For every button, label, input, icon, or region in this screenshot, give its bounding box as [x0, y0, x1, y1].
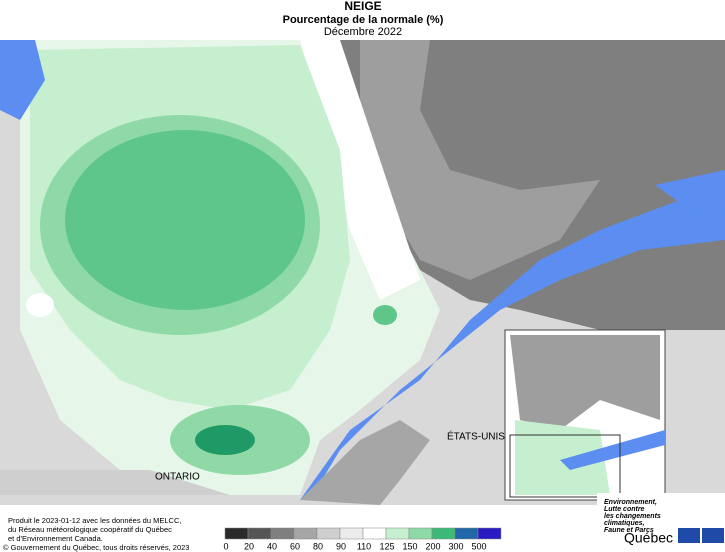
credit: Produit le 2023-01-12 avec les données d… [8, 516, 181, 525]
legend-label: 125 [379, 541, 394, 551]
credit: © Gouvernement du Québec, tous droits ré… [3, 543, 189, 552]
legend-label: 500 [471, 541, 486, 551]
legend-swatch [431, 527, 456, 540]
logo-name: Québec [624, 530, 673, 546]
legend-swatch [316, 527, 341, 540]
legend-label: 60 [290, 541, 300, 551]
green-region [195, 425, 255, 455]
water [655, 170, 725, 215]
white-region [300, 40, 420, 300]
logo-line: climatiques, [604, 520, 645, 527]
place-label: ONTARIO [155, 472, 200, 483]
green-region [65, 130, 305, 310]
white-region [26, 293, 54, 317]
legend-swatch [454, 527, 479, 540]
credit: du Réseau météorologique coopératif du Q… [8, 525, 172, 534]
place-label: ÉTATS-UNIS [447, 430, 505, 443]
legend-label: 90 [336, 541, 346, 551]
gray-region [300, 420, 430, 505]
title: NEIGE [344, 0, 381, 13]
credit: et d'Environnement Canada. [8, 534, 103, 543]
inset-water [560, 430, 665, 470]
ontario-region [0, 470, 230, 495]
legend-label: 0 [223, 541, 228, 551]
inset-region [510, 335, 660, 430]
water [0, 40, 45, 120]
legend-swatch [224, 527, 249, 540]
legend-swatch [408, 527, 433, 540]
legend-label: 110 [357, 541, 371, 551]
subtitle: Pourcentage de la normale (%) [283, 14, 444, 26]
legend-swatch [477, 527, 502, 540]
legend-label: 200 [425, 541, 440, 551]
inset-region [515, 420, 610, 495]
legend-swatch [385, 527, 410, 540]
flag [678, 528, 700, 543]
legend: 0 20 40 60 80 90 110 125 150 200 300 500 [223, 527, 502, 551]
legend-label: 80 [313, 541, 323, 551]
map [0, 40, 725, 505]
logo-line: les changements [604, 513, 661, 520]
legend-swatch [339, 527, 364, 540]
inset-frame [509, 434, 621, 498]
logo-flag [678, 528, 724, 543]
logo-line: Lutte contre [604, 506, 645, 513]
legend-swatch [293, 527, 318, 540]
legend-label: 300 [448, 541, 463, 551]
legend-label: 40 [267, 541, 277, 551]
legend-swatch [247, 527, 272, 540]
period: Décembre 2022 [324, 26, 402, 38]
legend-swatch [362, 527, 387, 540]
legend-swatch [270, 527, 295, 540]
legend-label: 150 [402, 541, 417, 551]
gray-region [360, 40, 600, 280]
logo-line: Environnement, [604, 499, 657, 506]
legend-label: 20 [244, 541, 254, 551]
flag [702, 528, 724, 543]
st-lawrence [300, 190, 725, 500]
logo-line: Faune et Parcs [604, 527, 654, 534]
green-region [373, 305, 397, 325]
